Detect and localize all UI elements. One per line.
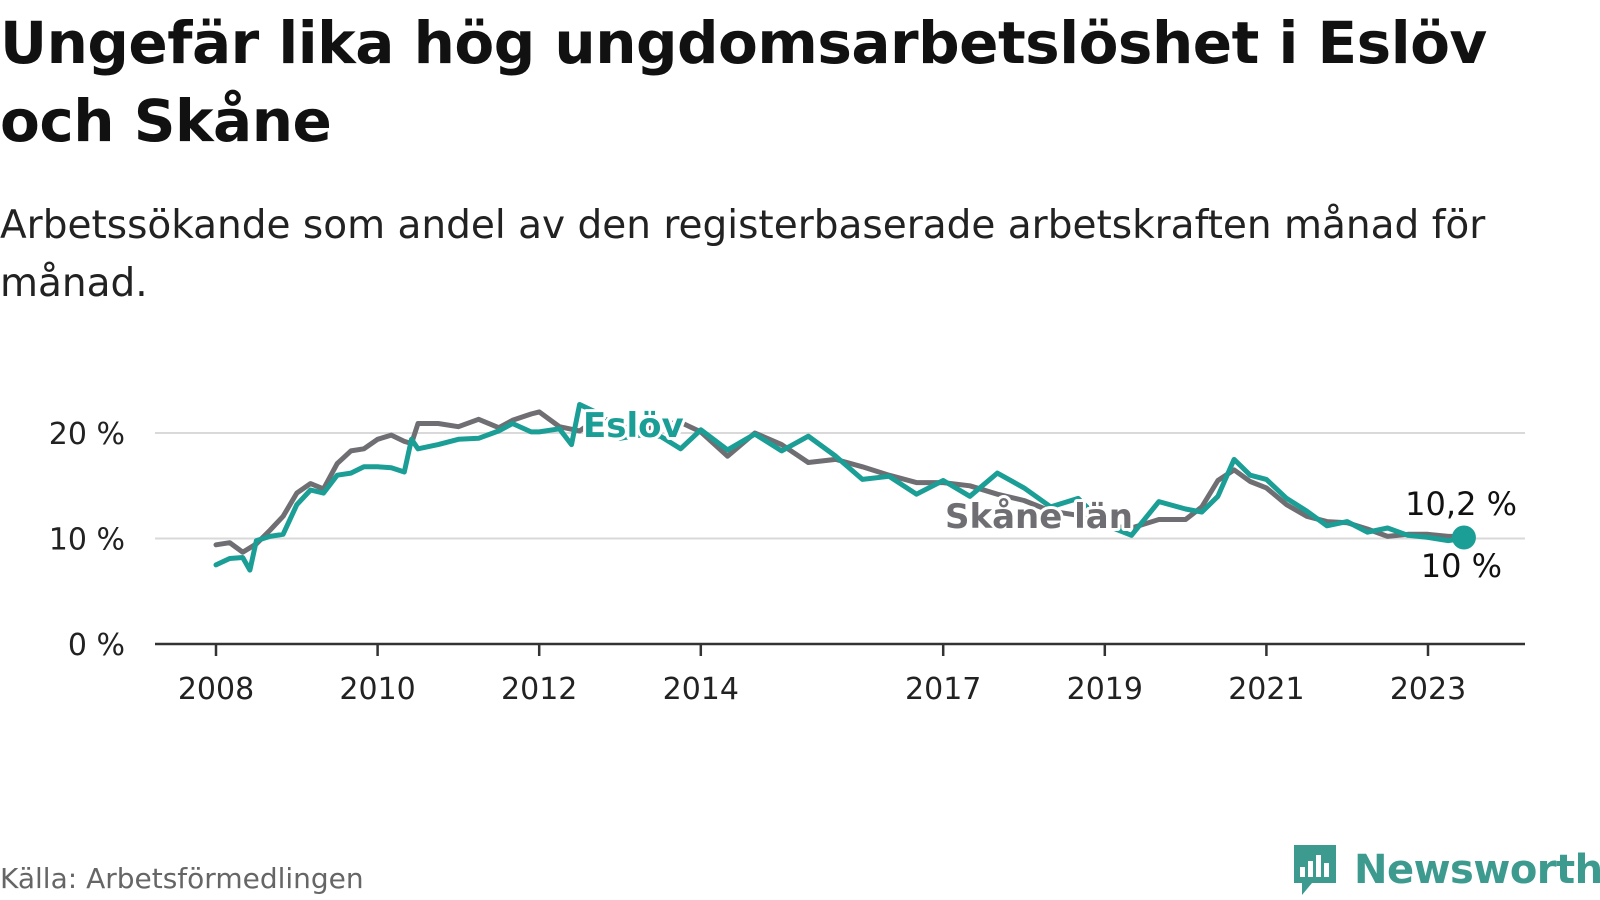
newsworthy-logo: Newsworthy [1290, 843, 1600, 897]
chart-subtitle: Arbetssökande som andel av den registerb… [0, 203, 1486, 306]
y-axis-ticks: 0 % 10 % 20 % [49, 417, 125, 663]
source-note: Källa: Arbetsförmedlingen [0, 862, 364, 895]
skane-end-value-label: 10,2 % [1405, 485, 1517, 523]
x-tick-label: 2010 [339, 672, 415, 707]
x-tick-label: 2008 [178, 672, 254, 707]
x-tick-label: 2012 [501, 672, 577, 707]
x-tick-label: 2017 [905, 672, 981, 707]
eslov-end-value-label: 10 % [1421, 547, 1502, 585]
series-line-eslov [213, 402, 1465, 573]
series-labels: Eslöv Skåne län 10,2 % 10 % [580, 403, 1520, 588]
chart-title: Ungefär lika hög ungdomsarbetslöshet i E… [0, 9, 1487, 155]
x-tick-label: 2021 [1228, 672, 1304, 707]
eslov-end-point [1451, 525, 1476, 550]
series-label-eslov: Eslöv [583, 406, 684, 446]
line-chart: 0 % 10 % 20 % 2008 2010 2012 2014 2017 2019 2021… [49, 402, 1525, 707]
logo-text: Newsworthy [1354, 847, 1600, 893]
series-lines [213, 402, 1465, 573]
x-tick-label: 2019 [1067, 672, 1143, 707]
y-tick-label: 0 % [68, 628, 125, 663]
gridlines [155, 432, 1525, 646]
x-axis-ticks: 2008 2010 2012 2014 2017 2019 2021 2023 [178, 644, 1466, 707]
series-line-skane-lan [213, 409, 1465, 555]
x-tick-label: 2023 [1390, 672, 1466, 707]
x-tick-label: 2014 [663, 672, 739, 707]
series-label-skane-lan: Skåne län [945, 497, 1133, 537]
y-tick-label: 20 % [49, 417, 125, 452]
newsworthy-bar-chart-icon [1294, 845, 1336, 895]
y-tick-label: 10 % [49, 523, 125, 558]
